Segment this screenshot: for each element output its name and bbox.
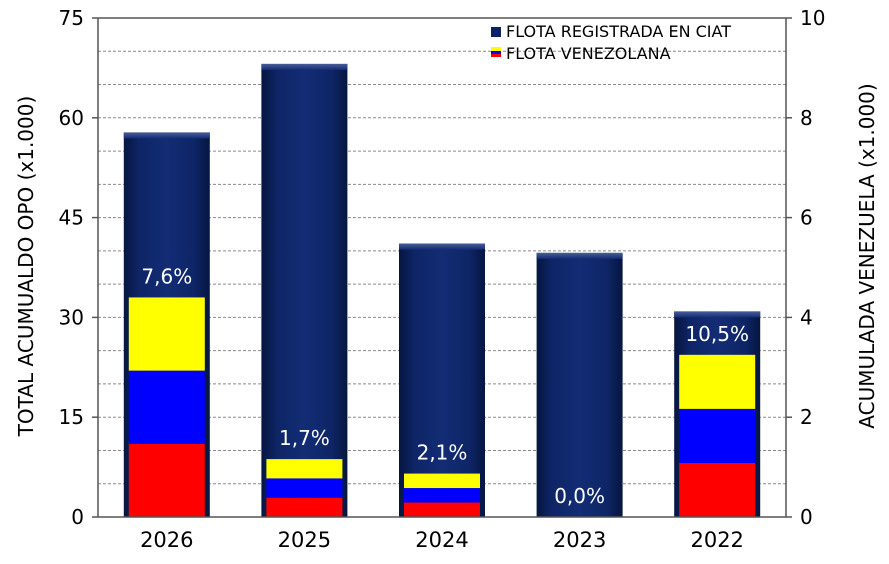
bar-venezolana-2024-seg1 [404,488,480,503]
x-tick-label-2026: 2026 [140,528,193,552]
y-tick-label-75: 75 [59,6,84,30]
x-tick-label-2022: 2022 [690,528,743,552]
legend-label-venezolana: FLOTA VENEZOLANA [506,44,671,63]
bar-venezolana-2025-seg0 [266,497,343,517]
percent-label-2022: 10,5% [685,322,749,346]
percent-label-2025: 1,7% [279,426,330,450]
percent-label-2024: 2,1% [417,441,468,465]
percent-label-2023: 0,0% [554,484,605,508]
y-tick-label-30: 30 [59,305,84,329]
legend-swatch-flag-yellow [491,47,501,51]
y2-tick-label-6: 6 [800,206,813,230]
percent-label-2026: 7,6% [141,264,192,288]
x-tick-label-2023: 2023 [553,528,606,552]
bar-venezolana-2026-seg1 [128,370,205,444]
legend-swatch-ciat [491,27,501,37]
y-axis-title: TOTAL ACUMUALDO OPO (x1.000) [14,96,38,438]
bar-cap-2025 [261,63,348,70]
bar-venezolana-2022-seg1 [679,408,756,463]
bar-ciat-2024 [399,243,485,517]
bar-ciat-2023 [536,252,623,517]
bar-venezolana-2025-seg2 [266,459,343,479]
y2-axis-title: ACUMULADA VENEZUELA (x1.000) [855,83,879,428]
x-tick-label-2025: 2025 [278,528,331,552]
bar-venezolana-2022-seg2 [679,354,756,409]
y2-tick-label-4: 4 [800,305,813,329]
bar-cap-2026 [123,132,210,139]
y2-tick-label-2: 2 [800,405,813,429]
x-tick-label-2024: 2024 [415,528,468,552]
legend: FLOTA REGISTRADA EN CIAT FLOTA VENEZOLAN… [491,22,731,63]
y-tick-label-15: 15 [59,405,84,429]
y-tick-label-0: 0 [71,505,84,529]
legend-swatch-flag-blue [491,51,501,54]
bar-venezolana-2024-seg0 [404,502,480,517]
bar-cap-2024 [399,243,485,250]
bar-cap-2022 [674,311,761,318]
axes-group: 2026 2025 2024 2023 2022 0 15 30 45 60 75 0 2 4 6 8 10 [59,6,826,552]
y2-tick-label-8: 8 [800,106,813,130]
bar-venezolana-2026-seg0 [128,443,205,517]
bar-ciat-2025 [261,63,348,518]
legend-swatch-flag-red [491,54,501,57]
y-tick-label-60: 60 [59,106,84,130]
y2-tick-label-10: 10 [800,6,825,30]
y-tick-label-45: 45 [59,206,84,230]
bar-cap-2023 [536,252,623,259]
bar-venezolana-2025-seg1 [266,478,343,498]
bar-venezolana-2024-seg2 [404,473,480,489]
bar-venezolana-2022-seg0 [679,462,756,517]
legend-label-ciat: FLOTA REGISTRADA EN CIAT [506,22,731,41]
bar-venezolana-2026-seg2 [128,297,205,371]
bars-group: 7,6% 1,7% 2,1% 0,0% 10,5% [123,63,761,518]
y2-tick-label-0: 0 [800,505,813,529]
